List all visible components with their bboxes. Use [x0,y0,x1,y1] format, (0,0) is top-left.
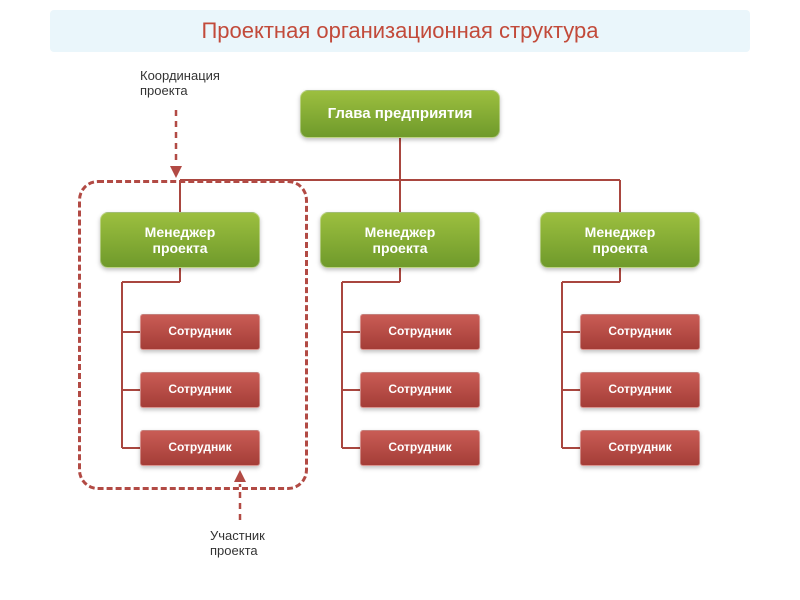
employee-node-c3-r3: Сотрудник [580,430,700,466]
coordination-label: Координация проекта [140,68,220,98]
employee-node-c2-r3: Сотрудник [360,430,480,466]
page-title-bar: Проектная организационная структура [50,10,750,52]
manager-node-1: Менеджер проекта [100,212,260,268]
participant-label: Участник проекта [210,528,265,558]
employee-node-c2-r1: Сотрудник [360,314,480,350]
employee-node-c1-r2: Сотрудник [140,372,260,408]
employee-node-c2-r2: Сотрудник [360,372,480,408]
employee-node-c3-r1: Сотрудник [580,314,700,350]
org-chart: Координация проекта Участник проекта Гла… [0,60,800,600]
manager-node-2: Менеджер проекта [320,212,480,268]
employee-node-c1-r3: Сотрудник [140,430,260,466]
page-title: Проектная организационная структура [201,18,598,44]
employee-node-c1-r1: Сотрудник [140,314,260,350]
head-node: Глава предприятия [300,90,500,138]
employee-node-c3-r2: Сотрудник [580,372,700,408]
manager-node-3: Менеджер проекта [540,212,700,268]
